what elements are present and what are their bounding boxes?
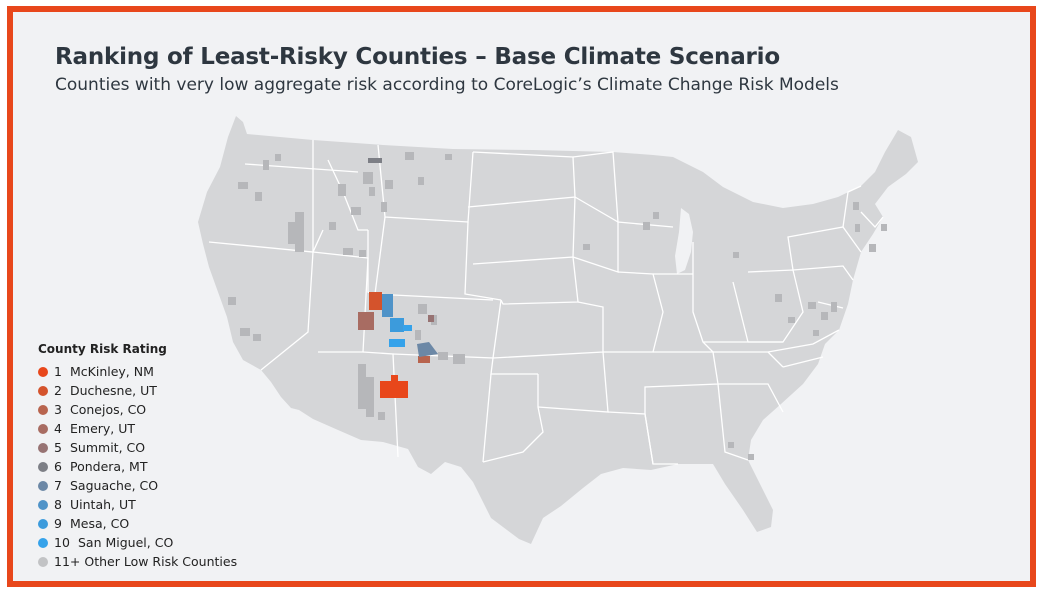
legend-swatch <box>38 480 48 491</box>
legend-item: 10 San Miguel, CO <box>38 533 237 552</box>
legend-item: 1 McKinley, NM <box>38 362 237 381</box>
county-mckinley-nm-tab <box>391 375 398 383</box>
county-conejos-co <box>418 356 430 363</box>
legend-rank: 3 <box>54 402 62 417</box>
legend-item: 11+ Other Low Risk Counties <box>38 552 237 571</box>
county-pondera-mt <box>368 158 382 163</box>
legend-items: 1 McKinley, NM 2 Duchesne, UT 3 Conejos, CO 4 E… <box>38 362 237 571</box>
legend-label: McKinley, NM <box>70 364 154 379</box>
legend-label: Pondera, MT <box>70 459 148 474</box>
legend-label: Duchesne, UT <box>70 383 157 398</box>
legend-swatch <box>38 404 48 415</box>
map-title: Ranking of Least-Risky Counties – Base C… <box>55 44 780 70</box>
legend-swatch <box>38 423 48 434</box>
legend-swatch <box>38 518 48 529</box>
map-frame: Ranking of Least-Risky Counties – Base C… <box>7 6 1036 587</box>
legend-rank: 9 <box>54 516 62 531</box>
legend-label: Mesa, CO <box>70 516 130 531</box>
county-emery-ut <box>358 312 374 330</box>
us-land <box>198 116 918 544</box>
legend-item: 4 Emery, UT <box>38 419 237 438</box>
legend-rank: 6 <box>54 459 62 474</box>
legend-label: 11+ Other Low Risk Counties <box>54 554 238 569</box>
legend-rank: 4 <box>54 421 62 436</box>
legend: County Risk Rating 1 McKinley, NM 2 Duchesn… <box>38 342 237 571</box>
county-san-miguel-co <box>389 339 405 347</box>
county-summit-co <box>428 315 434 322</box>
county-san-miguel-co-extra <box>403 325 412 331</box>
legend-rank: 7 <box>54 478 62 493</box>
legend-label: Saguache, CO <box>70 478 159 493</box>
legend-label: Conejos, CO <box>70 402 147 417</box>
legend-label: San Miguel, CO <box>78 535 174 550</box>
legend-rank: 5 <box>54 440 62 455</box>
map-subtitle: Counties with very low aggregate risk ac… <box>55 75 839 95</box>
legend-rank: 2 <box>54 383 62 398</box>
county-mesa-co <box>390 318 404 332</box>
legend-swatch <box>38 499 48 510</box>
legend-swatch <box>38 537 48 548</box>
legend-label: Uintah, UT <box>70 497 136 512</box>
legend-item: 6 Pondera, MT <box>38 457 237 476</box>
county-uintah-ut <box>382 294 393 317</box>
lake-michigan <box>675 208 693 274</box>
legend-item: 9 Mesa, CO <box>38 514 237 533</box>
legend-swatch <box>38 385 48 396</box>
ranked-counties <box>358 158 438 398</box>
legend-rank: 10 <box>54 535 70 550</box>
legend-swatch <box>38 461 48 472</box>
us-map <box>198 116 918 544</box>
legend-item: 3 Conejos, CO <box>38 400 237 419</box>
legend-swatch <box>38 366 48 377</box>
county-mckinley-nm <box>380 381 408 398</box>
legend-swatch <box>38 442 48 453</box>
legend-item: 5 Summit, CO <box>38 438 237 457</box>
legend-label: Emery, UT <box>70 421 136 436</box>
legend-title: County Risk Rating <box>38 342 167 356</box>
legend-rank: 1 <box>54 364 62 379</box>
legend-swatch <box>38 556 48 567</box>
legend-rank: 8 <box>54 497 62 512</box>
legend-label: Summit, CO <box>70 440 146 455</box>
legend-item: 8 Uintah, UT <box>38 495 237 514</box>
legend-item: 7 Saguache, CO <box>38 476 237 495</box>
legend-item: 2 Duchesne, UT <box>38 381 237 400</box>
county-duchesne-ut <box>369 292 382 310</box>
county-saguache-co <box>417 342 438 357</box>
